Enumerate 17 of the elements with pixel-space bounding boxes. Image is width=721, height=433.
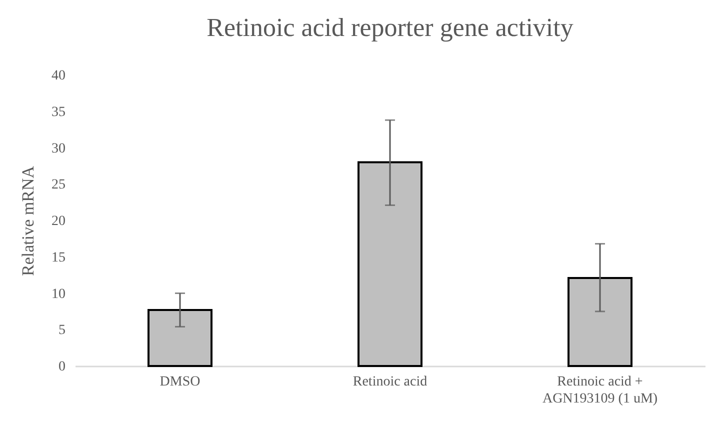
bar	[568, 276, 632, 367]
y-tick-label: 15	[52, 250, 66, 266]
bar	[358, 161, 422, 367]
y-tick-label: 25	[52, 178, 66, 193]
x-tick-label: Retinoic acid + AGN193109 (1 uM)	[542, 374, 658, 406]
bar	[148, 308, 212, 367]
y-tick-label: 5	[58, 323, 66, 338]
x-tick-label: DMSO	[160, 374, 200, 390]
y-tick-label: 20	[52, 214, 66, 229]
x-tick-label: Retinoic acid	[352, 374, 428, 390]
y-tick-label: 30	[52, 141, 66, 156]
y-tick-label: 0	[58, 360, 66, 374]
chart-title: Retinoic acid reporter gene activity	[206, 13, 574, 42]
y-tick-label: 40	[52, 68, 66, 84]
y-tick-label: 35	[52, 104, 66, 120]
y-axis-title: Relative mRNA	[18, 165, 38, 276]
y-tick-label: 10	[52, 286, 66, 302]
